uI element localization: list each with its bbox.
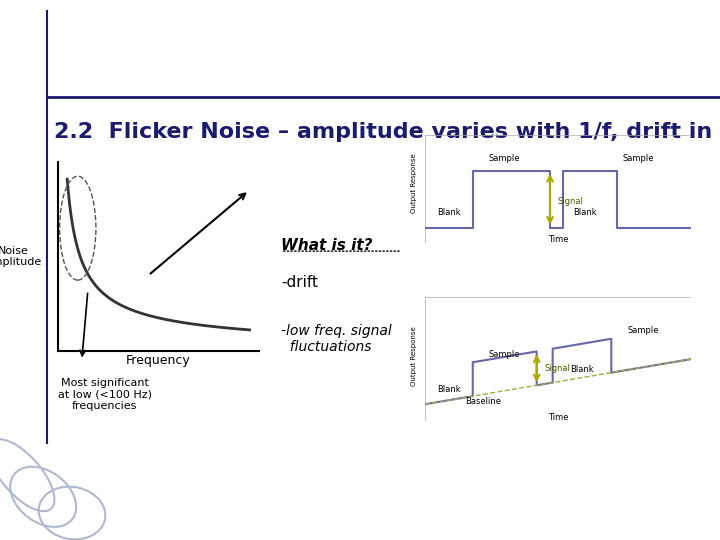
Text: Time: Time [548, 413, 568, 422]
Text: Time: Time [548, 235, 568, 244]
Text: Sample: Sample [489, 349, 521, 359]
Text: -drift: -drift [281, 275, 318, 291]
Text: Sample: Sample [628, 326, 659, 335]
Text: Output Response: Output Response [411, 327, 417, 386]
X-axis label: Frequency: Frequency [126, 354, 191, 367]
Text: What is it?: What is it? [281, 238, 372, 253]
Text: Blank: Blank [437, 208, 461, 217]
Text: Blank: Blank [570, 365, 594, 374]
Text: Sample: Sample [622, 154, 654, 163]
Text: Noise
Amplitude: Noise Amplitude [0, 246, 42, 267]
Text: Sample: Sample [489, 154, 521, 163]
Text: Blank: Blank [437, 386, 461, 394]
Text: Most significant
at low (<100 Hz)
frequencies: Most significant at low (<100 Hz) freque… [58, 378, 152, 411]
Text: Blank: Blank [573, 208, 596, 217]
Text: Signal: Signal [544, 364, 570, 373]
Text: -low freq. signal
  fluctuations: -low freq. signal fluctuations [281, 324, 392, 354]
Text: Output Response: Output Response [411, 154, 417, 213]
Text: Baseline: Baseline [465, 397, 501, 407]
Text: 2.2  Flicker Noise – amplitude varies with 1/f, drift in instruments: 2.2 Flicker Noise – amplitude varies wit… [54, 122, 720, 141]
Text: Signal: Signal [558, 197, 584, 206]
